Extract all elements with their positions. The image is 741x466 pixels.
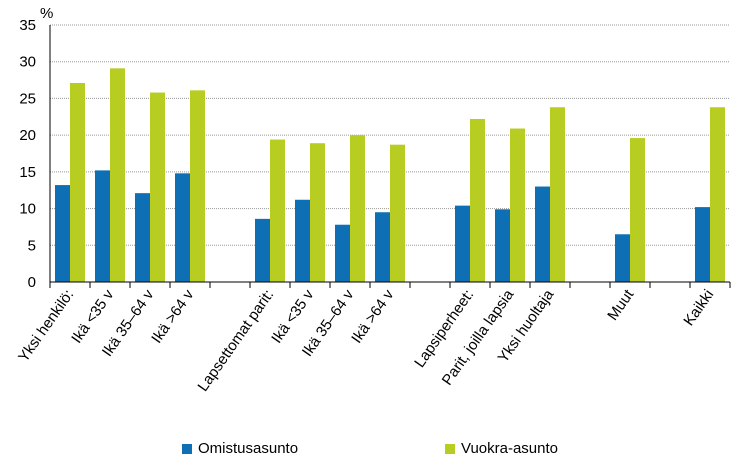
y-tick-label: 35 [19,17,36,34]
legend-item-omistusasunto: Omistusasunto [182,440,298,457]
legend-label-vuokra-asunto: Vuokra-asunto [461,440,559,457]
bar-omistusasunto [175,173,190,282]
x-category-label: Kaikki [680,287,717,330]
bar-vuokra-asunto [110,68,125,282]
bar-omistusasunto [95,170,110,282]
y-tick-label: 25 [19,90,36,107]
y-axis-unit: % [40,5,53,22]
y-tick-label: 20 [19,127,36,144]
bar-omistusasunto [375,212,390,282]
x-category-label: Parit, joilla lapsia [439,286,518,388]
x-category-label: Yksi henkilö: [15,287,77,366]
y-tick-label: 15 [19,164,36,181]
bar-vuokra-asunto [350,135,365,282]
bar-omistusasunto [495,209,510,282]
legend-swatch-vuokra-asunto [445,443,455,454]
y-tick-label: 0 [28,274,36,291]
bar-omistusasunto [615,234,630,282]
x-category-label: Muut [604,286,638,324]
bar-omistusasunto [455,205,470,282]
bar-vuokra-asunto [630,138,645,282]
x-category-label: Lapsettomat parit: [194,287,277,395]
bar-vuokra-asunto [390,144,405,282]
y-tick-label: 10 [19,201,36,218]
y-tick-label: 5 [28,237,36,254]
bar-omistusasunto [55,185,70,282]
bar-vuokra-asunto [510,128,525,282]
bar-vuokra-asunto [190,90,205,282]
legend-item-vuokra-asunto: Vuokra-asunto [445,440,558,457]
legend-label-omistusasunto: Omistusasunto [198,440,299,457]
bar-omistusasunto [695,207,710,282]
bar-vuokra-asunto [550,107,565,283]
bar-vuokra-asunto [310,143,325,282]
bar-vuokra-asunto [150,92,165,282]
bar-omistusasunto [295,199,310,282]
bar-vuokra-asunto [710,107,725,283]
bar-omistusasunto [135,193,150,282]
bar-omistusasunto [255,218,270,282]
bar-omistusasunto [535,186,550,282]
bar-vuokra-asunto [270,139,285,282]
bar-vuokra-asunto [470,118,485,282]
bar-omistusasunto [335,224,350,282]
bar-vuokra-asunto [70,83,85,282]
y-tick-label: 30 [19,54,36,71]
legend-swatch-omistusasunto [182,443,192,454]
legend: Omistusasunto Vuokra-asunto [0,440,741,464]
